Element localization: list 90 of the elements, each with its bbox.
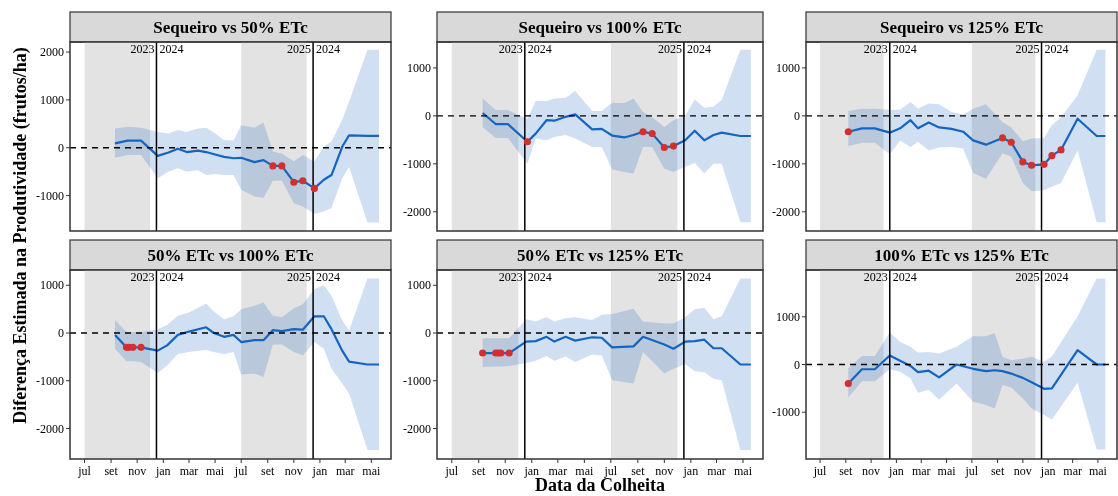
- x-tick-label: set: [104, 464, 119, 478]
- y-tick-label: -1000: [772, 157, 800, 172]
- x-tick-label: jan: [888, 464, 904, 478]
- x-tick-label: jan: [154, 464, 171, 478]
- x-tick-label: jan: [682, 464, 699, 478]
- x-tick-label: jul: [77, 464, 92, 478]
- y-tick-label: -1000: [36, 373, 64, 388]
- y-axis-title: Diferença Estimada na Produtividade (frutos/ha): [10, 47, 31, 424]
- chart-title: Sequeiro vs 125% ETc: [880, 18, 1044, 37]
- x-tick-label: set: [839, 464, 854, 478]
- annotation: 2023: [863, 42, 888, 56]
- x-tick-label: mai: [734, 464, 753, 478]
- annotation: 2025: [657, 270, 682, 284]
- x-tick-label: jan: [311, 464, 328, 478]
- annotation: 2025: [1015, 42, 1040, 56]
- x-tick-label: mai: [362, 464, 381, 478]
- x-tick-label: mai: [206, 464, 225, 478]
- chart-title: 100% ETc vs 125% ETc: [874, 246, 1050, 265]
- annotation: 2024: [1044, 270, 1069, 284]
- y-tick-label: -1000: [403, 373, 431, 388]
- annotation: 2024: [892, 270, 917, 284]
- x-tick-label: nov: [655, 464, 674, 478]
- y-tick-label: 0: [58, 326, 64, 341]
- x-tick-label: mar: [911, 464, 931, 478]
- x-tick-label: mai: [1088, 464, 1108, 478]
- annotation: 2023: [130, 42, 155, 56]
- y-tick-label: -1000: [772, 405, 800, 420]
- annotation: 2024: [159, 42, 184, 56]
- y-tick-label: -2000: [772, 205, 800, 220]
- annotation: 2025: [657, 42, 682, 56]
- y-tick-label: 1000: [407, 278, 431, 293]
- y-tick-label: 1000: [407, 61, 431, 76]
- y-tick-label: 0: [58, 140, 64, 155]
- y-tick-label: 2000: [40, 45, 64, 60]
- annotation: 2025: [287, 42, 312, 56]
- x-tick-label: nov: [128, 464, 147, 478]
- x-tick-label: jul: [444, 464, 459, 478]
- x-tick-label: jul: [233, 464, 249, 478]
- annotation: 2024: [316, 270, 341, 284]
- x-tick-label: jan: [523, 464, 540, 478]
- x-tick-label: nov: [496, 464, 515, 478]
- x-tick-label: mai: [937, 464, 957, 478]
- x-tick-label: jan: [1039, 464, 1056, 478]
- x-tick-label: mar: [707, 464, 726, 478]
- annotation: 2024: [686, 270, 711, 284]
- x-tick-label: set: [472, 464, 487, 478]
- y-tick-label: 0: [425, 109, 431, 124]
- annotation: 2025: [287, 270, 312, 284]
- annotation: 2023: [863, 270, 888, 284]
- annotation: 2023: [130, 270, 155, 284]
- annotation: 2024: [686, 42, 711, 56]
- annotation: 2023: [498, 270, 523, 284]
- x-tick-label: mai: [575, 464, 595, 478]
- x-tick-label: set: [990, 464, 1005, 478]
- x-tick-label: nov: [862, 464, 881, 478]
- y-tick-label: 0: [794, 109, 800, 124]
- y-tick-label: -1000: [36, 188, 64, 203]
- x-tick-label: jul: [812, 464, 828, 478]
- y-tick-label: 0: [425, 326, 431, 341]
- y-tick-label: 1000: [40, 278, 64, 293]
- annotation: 2024: [527, 42, 552, 56]
- y-tick-label: -2000: [403, 421, 431, 436]
- y-tick-label: 1000: [776, 309, 800, 324]
- x-tick-label: set: [631, 464, 646, 478]
- x-tick-label: mar: [335, 464, 355, 478]
- y-tick-label: -1000: [403, 157, 431, 172]
- y-tick-label: 1000: [40, 93, 64, 108]
- y-tick-label: 1000: [776, 61, 800, 76]
- chart-title: 50% ETc vs 125% ETc: [517, 246, 684, 265]
- chart-title: 50% ETc vs 100% ETc: [147, 246, 314, 265]
- y-tick-label: -2000: [36, 421, 64, 436]
- annotation: 2025: [1015, 270, 1040, 284]
- x-tick-label: jul: [603, 464, 618, 478]
- x-tick-label: mar: [1063, 464, 1082, 478]
- annotation: 2024: [316, 42, 341, 56]
- x-tick-label: mar: [548, 464, 568, 478]
- x-tick-label: jul: [964, 464, 979, 478]
- annotation: 2023: [498, 42, 523, 56]
- chart-title: Sequeiro vs 100% ETc: [518, 18, 682, 37]
- x-tick-label: nov: [1013, 464, 1032, 478]
- annotation: 2024: [527, 270, 552, 284]
- x-tick-label: mar: [179, 464, 199, 478]
- y-tick-label: 0: [794, 357, 800, 372]
- x-tick-label: set: [261, 464, 276, 478]
- x-tick-label: nov: [284, 464, 303, 478]
- annotation: 2024: [892, 42, 917, 56]
- annotation: 2024: [159, 270, 184, 284]
- chart-title: Sequeiro vs 50% ETc: [153, 18, 309, 37]
- annotation: 2024: [1044, 42, 1069, 56]
- y-tick-label: -2000: [403, 205, 431, 220]
